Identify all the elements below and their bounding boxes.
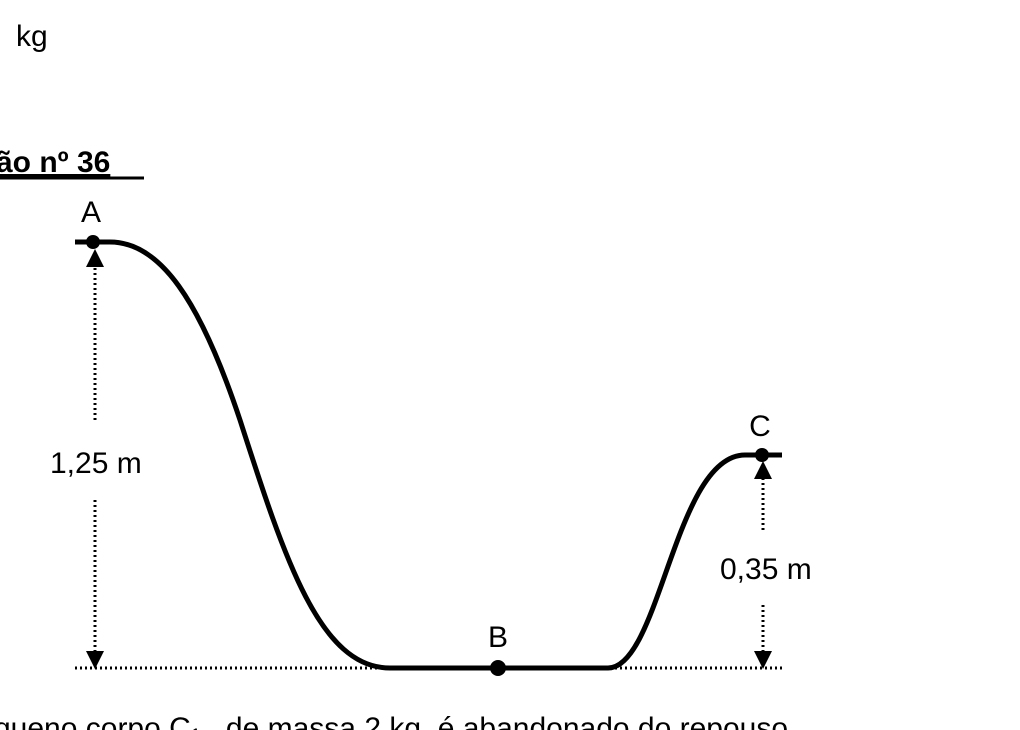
point-label: A: [81, 196, 101, 229]
point-label: B: [488, 621, 508, 654]
track: [75, 239, 782, 671]
point-a: [86, 235, 100, 249]
body-text: queno corpo C₁ , de massa 2 kg, é abando…: [0, 712, 788, 730]
height-label: 0,35 m: [720, 553, 812, 586]
unit-text: kg: [16, 20, 48, 53]
height-label: 1,25 m: [50, 447, 142, 480]
point-label: C: [749, 410, 771, 443]
point-b: [490, 660, 506, 676]
point-c: [755, 448, 769, 462]
question-title: ão nº 36: [0, 146, 110, 179]
